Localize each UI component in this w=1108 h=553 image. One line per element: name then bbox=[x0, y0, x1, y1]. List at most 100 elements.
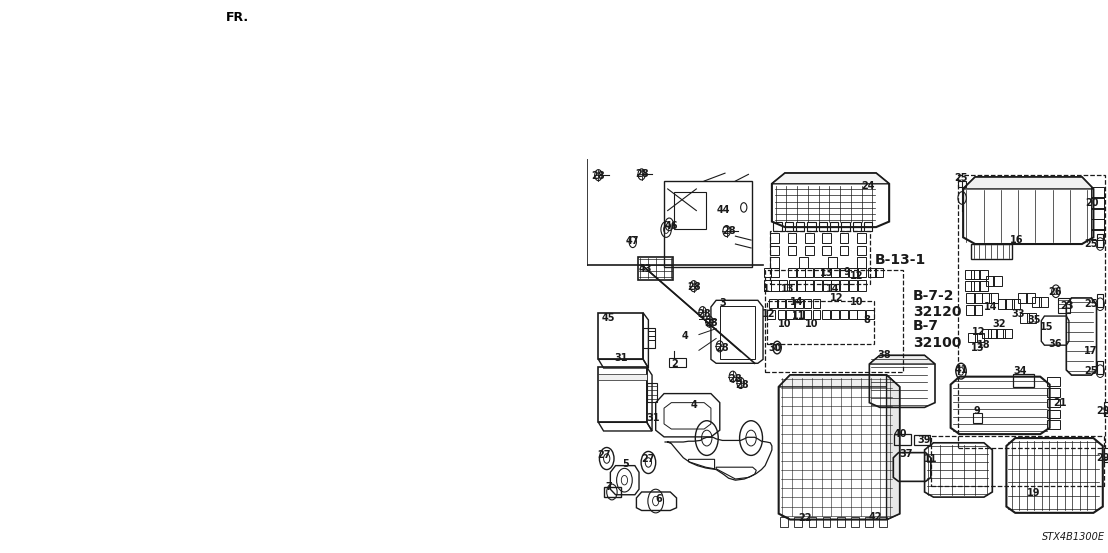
Bar bbox=[784, 222, 793, 232]
Text: 10: 10 bbox=[778, 319, 792, 329]
Bar bbox=[880, 517, 888, 526]
Text: 29: 29 bbox=[1096, 405, 1108, 415]
Bar bbox=[1026, 293, 1035, 303]
Text: 12: 12 bbox=[850, 270, 863, 280]
Bar bbox=[1047, 420, 1059, 429]
Bar bbox=[982, 328, 991, 338]
Text: 25: 25 bbox=[1085, 299, 1098, 309]
Text: 34: 34 bbox=[1014, 366, 1027, 376]
Bar bbox=[675, 192, 706, 229]
Text: 17: 17 bbox=[1084, 347, 1097, 357]
Bar bbox=[767, 301, 873, 343]
Bar bbox=[840, 246, 849, 254]
Text: 14: 14 bbox=[984, 302, 997, 312]
Text: 20: 20 bbox=[1086, 199, 1099, 208]
Bar bbox=[1012, 299, 1020, 309]
Bar bbox=[973, 413, 982, 423]
Text: FR.: FR. bbox=[226, 11, 249, 24]
Bar bbox=[1020, 313, 1029, 323]
Bar bbox=[965, 270, 974, 279]
Text: 46: 46 bbox=[665, 221, 678, 231]
Text: 19: 19 bbox=[1027, 488, 1040, 498]
Bar bbox=[1033, 297, 1042, 307]
Bar bbox=[982, 293, 991, 303]
Text: 15: 15 bbox=[1039, 322, 1054, 332]
Text: STX4B1300E: STX4B1300E bbox=[1042, 532, 1105, 542]
Bar bbox=[769, 299, 777, 308]
Text: 25: 25 bbox=[1085, 366, 1098, 376]
Polygon shape bbox=[963, 177, 1094, 189]
Text: 28: 28 bbox=[687, 283, 701, 293]
Bar bbox=[1005, 299, 1014, 309]
Bar bbox=[841, 222, 850, 232]
Text: 11: 11 bbox=[792, 311, 806, 321]
Bar bbox=[770, 233, 779, 243]
Bar bbox=[972, 244, 1012, 259]
Bar bbox=[788, 268, 796, 278]
Bar bbox=[865, 517, 873, 526]
Text: 22: 22 bbox=[798, 513, 811, 523]
Bar bbox=[778, 299, 786, 308]
Bar bbox=[803, 299, 811, 308]
Text: 24: 24 bbox=[862, 181, 875, 191]
Bar bbox=[1047, 388, 1059, 397]
Bar bbox=[851, 517, 859, 526]
Bar bbox=[985, 276, 994, 286]
Text: 45: 45 bbox=[602, 312, 616, 322]
Bar bbox=[856, 257, 865, 268]
Text: 6: 6 bbox=[656, 494, 663, 504]
Bar bbox=[788, 233, 797, 243]
Text: 29: 29 bbox=[1096, 453, 1108, 463]
Text: 44: 44 bbox=[717, 205, 730, 215]
Bar bbox=[966, 293, 975, 303]
Bar bbox=[831, 310, 839, 319]
Bar bbox=[1097, 234, 1102, 247]
Bar bbox=[822, 310, 830, 319]
Text: 10: 10 bbox=[806, 319, 819, 329]
Bar bbox=[770, 246, 779, 254]
Bar bbox=[799, 257, 808, 268]
Bar bbox=[771, 280, 779, 291]
Bar bbox=[840, 280, 848, 291]
Bar bbox=[958, 181, 966, 187]
Bar bbox=[647, 383, 657, 402]
Text: 47: 47 bbox=[626, 236, 639, 246]
Text: 33: 33 bbox=[1012, 309, 1025, 319]
Text: B-7
32100: B-7 32100 bbox=[913, 320, 962, 349]
Text: 40: 40 bbox=[894, 429, 907, 439]
Text: 14: 14 bbox=[827, 284, 840, 294]
Bar bbox=[831, 280, 839, 291]
Bar bbox=[859, 280, 866, 291]
Text: 11: 11 bbox=[924, 455, 937, 465]
Bar bbox=[812, 299, 820, 308]
Bar bbox=[996, 328, 1005, 338]
Bar bbox=[822, 517, 831, 526]
Bar bbox=[1018, 293, 1027, 303]
Bar bbox=[638, 257, 674, 280]
Text: 7: 7 bbox=[605, 482, 613, 492]
Text: 41: 41 bbox=[954, 365, 967, 375]
Bar bbox=[803, 310, 811, 319]
Bar bbox=[804, 246, 813, 254]
Bar bbox=[1097, 294, 1102, 307]
Bar bbox=[875, 268, 883, 278]
Text: 28: 28 bbox=[728, 374, 741, 384]
Bar bbox=[797, 268, 804, 278]
Text: 13: 13 bbox=[971, 342, 985, 353]
Bar bbox=[822, 233, 831, 243]
Bar bbox=[972, 281, 981, 291]
Bar bbox=[766, 270, 903, 372]
Bar bbox=[1091, 208, 1105, 219]
Text: 10: 10 bbox=[850, 297, 863, 307]
Text: 28: 28 bbox=[635, 169, 648, 179]
Text: 42: 42 bbox=[869, 512, 882, 522]
Text: 12: 12 bbox=[972, 327, 985, 337]
Bar bbox=[828, 257, 837, 268]
Text: 43: 43 bbox=[638, 264, 652, 274]
Text: 35: 35 bbox=[1027, 315, 1040, 325]
Bar bbox=[966, 305, 975, 315]
Bar bbox=[830, 222, 839, 232]
Bar bbox=[1104, 402, 1108, 416]
Polygon shape bbox=[779, 375, 900, 387]
Bar bbox=[767, 310, 774, 319]
